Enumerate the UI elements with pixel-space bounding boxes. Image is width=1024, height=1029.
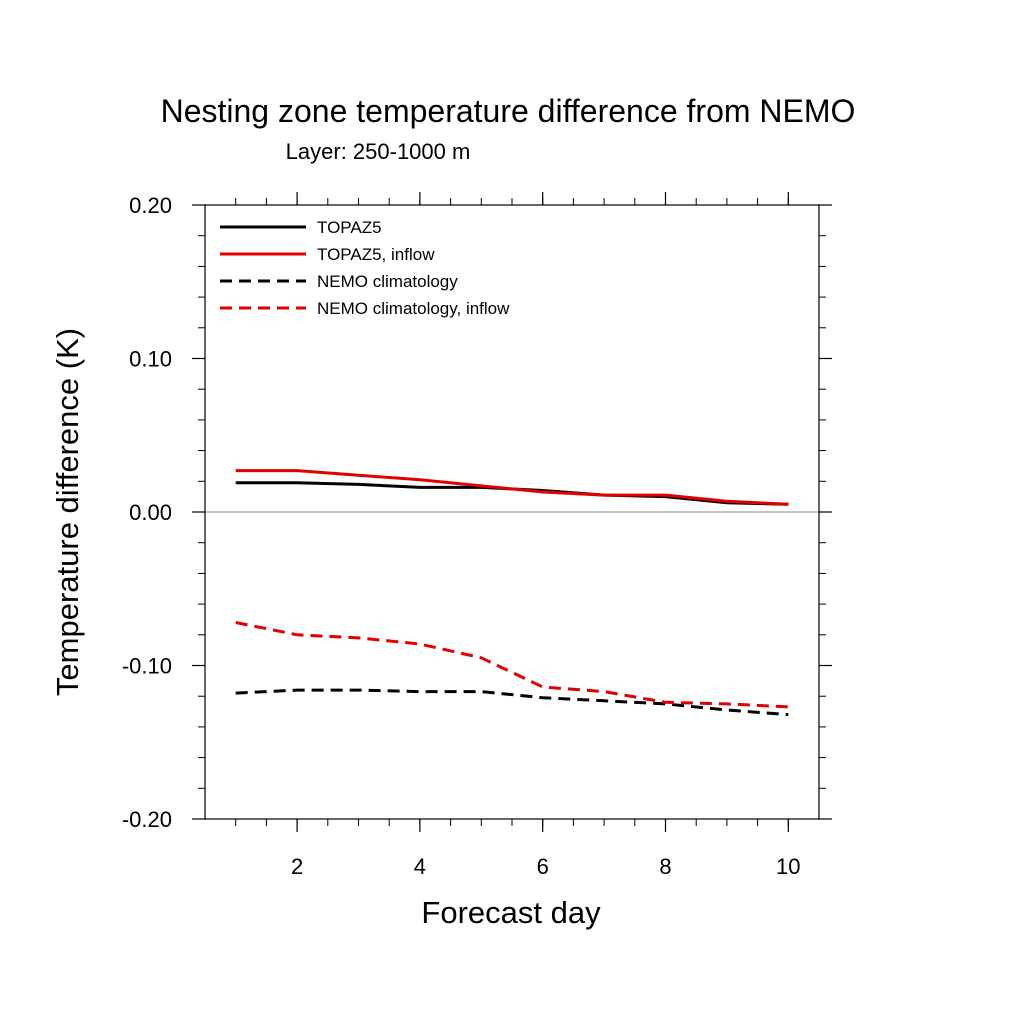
series-1-point bbox=[235, 482, 237, 484]
x-tick-label: 2 bbox=[291, 854, 303, 879]
y-axis-title: Temperature difference (K) bbox=[50, 328, 85, 696]
series-3-point bbox=[787, 714, 789, 716]
chart-title: Nesting zone temperature difference from… bbox=[161, 93, 856, 129]
series-3-point bbox=[542, 697, 544, 699]
series-4-point bbox=[235, 622, 237, 624]
series-4-point bbox=[419, 643, 421, 645]
series-1-point bbox=[296, 482, 298, 484]
series-line-1 bbox=[235, 481, 789, 506]
series-3-point bbox=[296, 689, 298, 691]
legend-label: TOPAZ5 bbox=[317, 218, 382, 237]
series-2-point bbox=[296, 470, 298, 472]
y-tick-label: 0.10 bbox=[129, 347, 172, 372]
series-line-3 bbox=[235, 688, 789, 717]
legend-label: NEMO climatology, inflow bbox=[317, 299, 510, 318]
series-4-point bbox=[542, 686, 544, 688]
series-3-point bbox=[603, 700, 605, 702]
x-tick-label: 10 bbox=[776, 854, 800, 879]
series-4-point bbox=[358, 637, 360, 639]
series-4-point bbox=[726, 703, 728, 705]
y-tick-label: 0.20 bbox=[129, 193, 172, 218]
series-3-point bbox=[419, 691, 421, 693]
chart-subtitle: Layer: 250-1000 m bbox=[286, 139, 471, 164]
series-4-point bbox=[480, 657, 482, 659]
series-2-point bbox=[726, 500, 728, 502]
series-2-point bbox=[480, 485, 482, 487]
x-axis-title: Forecast day bbox=[421, 895, 601, 930]
series-1-point bbox=[419, 486, 421, 488]
series-2-point bbox=[419, 479, 421, 481]
series-2-point bbox=[603, 494, 605, 496]
legend-label: TOPAZ5, inflow bbox=[317, 245, 435, 264]
plot-border bbox=[204, 204, 820, 820]
series-2-point bbox=[665, 494, 667, 496]
plot-area: 2 4 6 8 10 -0.20 -0.10 0.00 0.10 0.20 TOPAZ5 TOPAZ5… bbox=[122, 192, 832, 879]
y-tick-label: -0.20 bbox=[122, 807, 172, 832]
x-tick-label: 4 bbox=[414, 854, 426, 879]
y-tick-label: -0.10 bbox=[122, 654, 172, 679]
series-4-point bbox=[787, 706, 789, 708]
series-3-point bbox=[358, 689, 360, 691]
y-tick-label: 0.00 bbox=[129, 500, 172, 525]
series-2-point bbox=[235, 470, 237, 472]
series-line-2 bbox=[235, 469, 789, 506]
series-4-point bbox=[603, 691, 605, 693]
series-4-point bbox=[665, 701, 667, 703]
series-2-point bbox=[358, 474, 360, 476]
series-3-point bbox=[235, 692, 237, 694]
legend-label: NEMO climatology bbox=[317, 272, 458, 291]
x-tick-label: 6 bbox=[537, 854, 549, 879]
series-1-point bbox=[358, 483, 360, 485]
series-4-point bbox=[296, 634, 298, 636]
x-tick-label: 8 bbox=[659, 854, 671, 879]
series-2-point bbox=[787, 503, 789, 505]
series-3-point bbox=[726, 709, 728, 711]
series-3-point bbox=[480, 691, 482, 693]
series-2-point bbox=[542, 491, 544, 493]
